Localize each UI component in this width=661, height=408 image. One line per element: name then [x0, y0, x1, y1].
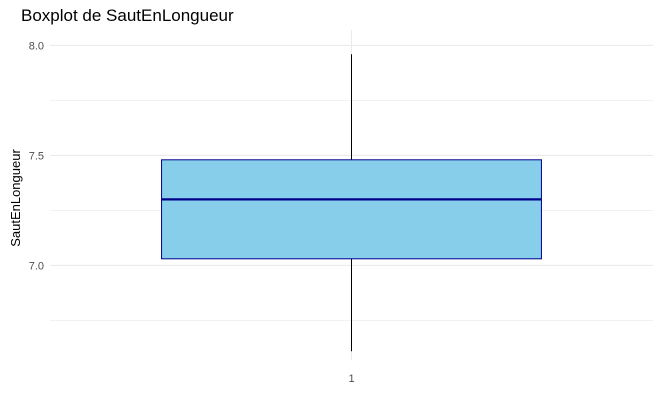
y-tick-label: 7.0	[29, 260, 44, 272]
y-axis-title: SautEnLongueur	[8, 149, 23, 247]
x-tick-label: 1	[348, 373, 354, 385]
box-iqr	[161, 159, 542, 260]
y-tick-label: 8.0	[29, 40, 44, 52]
y-tick-label: 7.5	[29, 150, 44, 162]
chart-title: Boxplot de SautEnLongueur	[21, 6, 234, 25]
